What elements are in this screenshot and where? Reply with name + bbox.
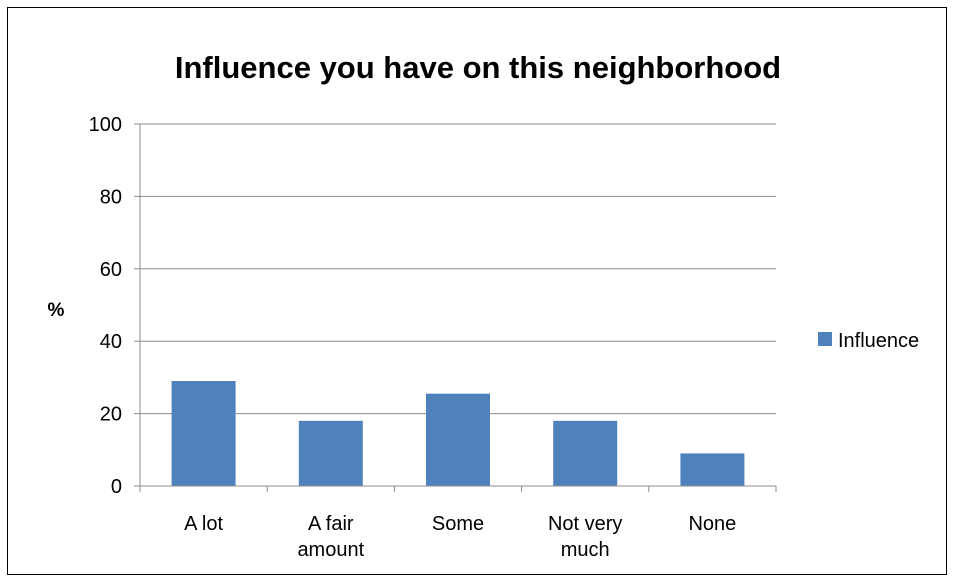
gridlines bbox=[140, 123, 776, 415]
x-tick-labels: A lot A fair amount Some Not very much None bbox=[184, 513, 736, 561]
axes bbox=[134, 123, 777, 492]
x-tick-label-line: A fair bbox=[308, 513, 354, 535]
bar bbox=[426, 393, 490, 486]
bar bbox=[298, 420, 363, 486]
x-tick-label-line: Not very bbox=[548, 513, 622, 535]
x-tick-label: Not very much bbox=[548, 513, 622, 561]
bar bbox=[553, 420, 618, 486]
bars bbox=[171, 381, 745, 486]
x-tick-label-line: much bbox=[561, 539, 610, 561]
bar bbox=[171, 381, 236, 486]
y-tick-label: 40 bbox=[100, 331, 122, 353]
bar bbox=[680, 453, 745, 486]
legend-label-influence: Influence bbox=[838, 330, 919, 352]
y-tick-label: 100 bbox=[89, 114, 122, 136]
x-tick-label-line: None bbox=[688, 513, 736, 535]
y-tick-label: 60 bbox=[100, 259, 122, 281]
x-tick-label: A fair amount bbox=[297, 513, 364, 561]
x-tick-label-line: Some bbox=[432, 513, 484, 535]
x-tick-label: Some bbox=[432, 513, 484, 535]
x-tick-label: None bbox=[688, 513, 736, 535]
y-tick-label: 0 bbox=[111, 476, 122, 498]
x-tick-label-line: A lot bbox=[184, 513, 223, 535]
y-tick-label: 80 bbox=[100, 186, 122, 208]
y-tick-label: 20 bbox=[100, 404, 122, 426]
x-tick-label: A lot bbox=[184, 513, 223, 535]
legend: Influence bbox=[818, 330, 919, 352]
legend-swatch bbox=[818, 332, 832, 346]
chart-title: Influence you have on this neighborhood bbox=[175, 50, 781, 85]
x-tick-label-line: amount bbox=[297, 539, 364, 561]
y-axis-label: % bbox=[48, 300, 65, 321]
y-tick-labels: 0 20 40 60 80 100 bbox=[89, 114, 122, 498]
